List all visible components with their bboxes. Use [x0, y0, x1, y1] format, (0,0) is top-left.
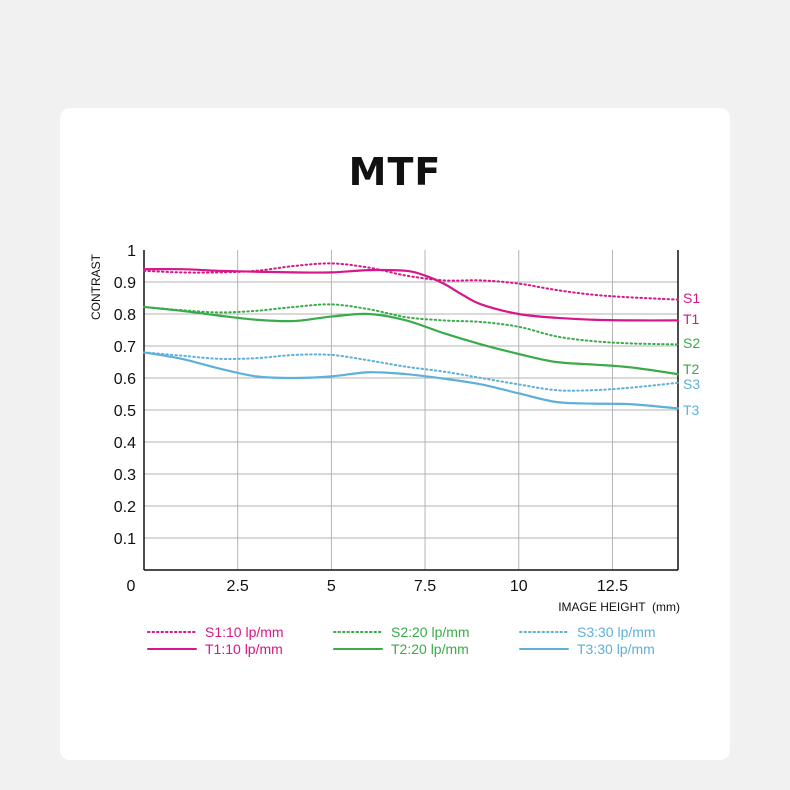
x-tick-label: 7.5: [414, 578, 436, 595]
x-axis-label: IMAGE HEIGHT (mm): [558, 600, 680, 614]
y-tick-label: 0.4: [114, 435, 136, 452]
legend-label-t1: T1:10 lp/mm: [205, 641, 283, 657]
y-tick-label: 0.2: [114, 499, 136, 516]
series-end-label-t3: T3: [683, 402, 700, 418]
x-tick-label: 2.5: [227, 578, 249, 595]
y-tick-label: 0.1: [114, 531, 136, 548]
chart-title: MTF: [348, 150, 442, 194]
y-tick-label: 0.7: [114, 339, 136, 356]
series-end-label-t2: T2: [683, 361, 700, 377]
legend-item-t2: T2:20 lp/mm: [333, 641, 469, 657]
series-line-t3: [142, 351, 680, 410]
legend-item-s1: S1:10 lp/mm: [147, 624, 284, 640]
tick-labels: 0.10.20.30.40.50.60.70.80.910 2.5 5 7.5 10 12…: [114, 243, 628, 595]
x-tick-label: 12.5: [597, 578, 628, 595]
y-tick-label: 0.6: [114, 371, 136, 388]
x-tick-label: 10: [510, 578, 528, 595]
y-axis-label: CONTRAST: [89, 253, 103, 320]
series-end-label-s1: S1: [683, 290, 700, 306]
series-line-s2: [143, 303, 679, 346]
legend-item-t3: T3:30 lp/mm: [519, 641, 655, 657]
y-tick-label: 0.3: [114, 467, 136, 484]
series-line-t2: [142, 305, 680, 376]
legend-label-s1: S1:10 lp/mm: [205, 624, 284, 640]
series-end-label-s3: S3: [683, 376, 700, 392]
chart-card: [60, 108, 730, 760]
y-tick-label: 0.5: [114, 403, 136, 420]
legend-label-t2: T2:20 lp/mm: [391, 641, 469, 657]
y-tick-label: 0.9: [114, 275, 136, 292]
x-tick-label: 0: [127, 578, 136, 595]
legend-item-s3: S3:30 lp/mm: [519, 624, 656, 640]
axes: [143, 250, 679, 571]
y-tick-label: 1: [127, 243, 136, 260]
series-lines: [142, 262, 680, 410]
series-end-label-s2: S2: [683, 335, 700, 351]
legend-label-t3: T3:30 lp/mm: [577, 641, 655, 657]
legend-item-t1: T1:10 lp/mm: [147, 641, 283, 657]
legend-label-s2: S2:20 lp/mm: [391, 624, 470, 640]
grid: [144, 250, 678, 570]
legend-item-s2: S2:20 lp/mm: [333, 624, 470, 640]
series-end-label-t1: T1: [683, 311, 700, 327]
series-line-s3: [143, 351, 679, 392]
x-tick-label: 5: [327, 578, 336, 595]
series-line-t1: [142, 267, 680, 322]
y-tick-label: 0.8: [114, 307, 136, 324]
legend-label-s3: S3:30 lp/mm: [577, 624, 656, 640]
